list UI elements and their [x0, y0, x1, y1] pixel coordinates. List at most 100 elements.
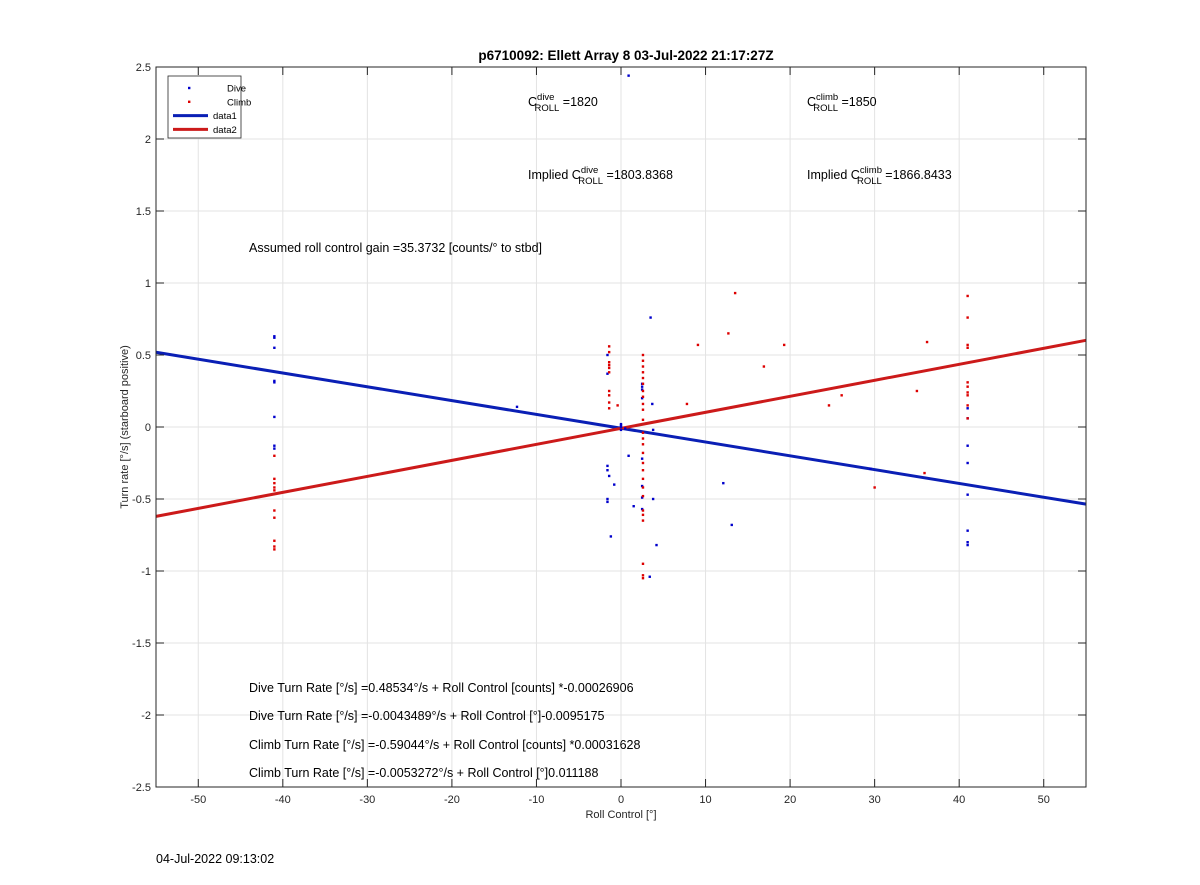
point-climb — [966, 343, 969, 347]
point-climb — [641, 443, 645, 446]
point-climb — [641, 395, 645, 398]
y-axis-label: Turn rate [°/s] (starboard positive) — [119, 345, 131, 509]
point-climb — [641, 486, 645, 489]
legend-label: Dive — [227, 84, 246, 95]
point-dive — [606, 497, 609, 501]
x-tick-label: -30 — [359, 794, 375, 806]
annotation-sup: climb — [816, 92, 838, 103]
point-climb — [607, 389, 611, 393]
point-climb — [923, 471, 926, 475]
point-climb — [641, 371, 645, 374]
annotation-base: C — [572, 168, 581, 182]
point-climb — [641, 389, 645, 393]
point-climb — [641, 359, 645, 362]
point-dive — [651, 428, 655, 432]
annotation-eq2: Dive Turn Rate [°/s] =-0.0043489°/s + Ro… — [249, 709, 605, 723]
annotation-text: =1820 — [559, 95, 598, 109]
annotation-text: Assumed roll control gain =35.3732 [coun… — [249, 241, 542, 255]
point-dive — [966, 541, 969, 544]
x-tick-label: -50 — [190, 794, 206, 806]
point-climb — [641, 376, 645, 380]
point-dive — [619, 422, 623, 426]
point-climb — [641, 562, 645, 565]
fit-line-data2 — [155, 338, 1087, 518]
annotation-prefix: Implied — [807, 168, 851, 182]
point-dive — [651, 402, 654, 406]
point-dive — [273, 379, 276, 383]
point-dive — [730, 523, 733, 527]
point-dive — [640, 385, 644, 388]
point-dive — [619, 424, 623, 427]
point-climb — [607, 394, 611, 397]
point-climb — [873, 486, 876, 489]
point-climb — [966, 417, 969, 420]
point-dive — [648, 575, 651, 578]
point-climb — [641, 513, 645, 517]
point-climb — [966, 394, 969, 397]
point-climb — [641, 451, 645, 455]
point-dive — [651, 497, 655, 501]
annotation-sup: climb — [860, 165, 882, 176]
point-dive — [613, 483, 616, 486]
point-climb — [966, 391, 969, 394]
point-climb — [273, 486, 276, 489]
annotation-base: C — [851, 168, 860, 182]
annotation-c-climb: Cclimb ROLL =1850 — [807, 92, 877, 114]
point-dive — [273, 336, 276, 339]
legend: Dive Climb data1 data2 — [167, 75, 251, 139]
fit-lines — [155, 338, 1087, 518]
point-climb — [925, 340, 929, 344]
point-climb — [696, 343, 700, 347]
point-climb — [641, 408, 645, 411]
point-climb — [966, 381, 969, 384]
point-climb — [966, 316, 969, 319]
annotation-text: =1866.8433 — [882, 168, 952, 182]
legend-marker-climb — [188, 100, 191, 103]
y-tick-label: 0.5 — [136, 350, 151, 362]
point-climb — [641, 577, 645, 580]
point-climb — [840, 394, 843, 397]
point-dive — [966, 543, 969, 547]
point-dive — [606, 500, 609, 504]
point-climb — [641, 402, 645, 406]
point-dive — [640, 457, 644, 460]
annotation-eq3: Climb Turn Rate [°/s] =-0.59044°/s + Rol… — [249, 738, 641, 752]
y-tick-label: -0.5 — [132, 494, 151, 506]
point-dive — [627, 454, 630, 457]
point-climb — [727, 332, 730, 335]
annotation-text: Dive Turn Rate [°/s] =-0.0043489°/s + Ro… — [249, 709, 605, 723]
point-dive — [624, 427, 627, 430]
legend-label: data2 — [213, 125, 237, 136]
point-dive — [627, 74, 630, 77]
point-climb — [641, 461, 645, 465]
point-climb — [273, 539, 276, 542]
point-climb — [641, 437, 645, 440]
point-climb — [273, 454, 276, 457]
point-climb — [641, 574, 645, 577]
point-climb — [641, 382, 645, 385]
data-points — [273, 74, 969, 580]
point-dive — [640, 507, 644, 511]
point-dive — [607, 474, 611, 478]
x-tick-label: 40 — [953, 794, 965, 806]
point-dive — [966, 461, 969, 465]
y-tick-label: 1 — [145, 278, 151, 290]
point-dive — [273, 346, 276, 349]
x-tick-label: 30 — [869, 794, 881, 806]
x-tick-label: 0 — [618, 794, 624, 806]
annotation-text: Climb Turn Rate [°/s] =-0.0053272°/s + R… — [249, 766, 598, 780]
point-climb — [966, 346, 969, 349]
annotation-sub: ROLL — [857, 176, 882, 187]
point-climb — [273, 545, 276, 548]
x-tick-label: -10 — [529, 794, 545, 806]
point-dive — [655, 543, 658, 547]
annotation-sub: ROLL — [534, 103, 559, 114]
point-dive — [515, 405, 519, 409]
annotation-text: =1850 — [838, 95, 877, 109]
point-climb — [915, 389, 919, 393]
point-climb — [607, 401, 611, 404]
x-tick-label: 50 — [1038, 794, 1050, 806]
point-climb — [641, 365, 645, 368]
annotation-implied-climb: Implied Cclimb ROLL =1866.8433 — [807, 165, 952, 187]
